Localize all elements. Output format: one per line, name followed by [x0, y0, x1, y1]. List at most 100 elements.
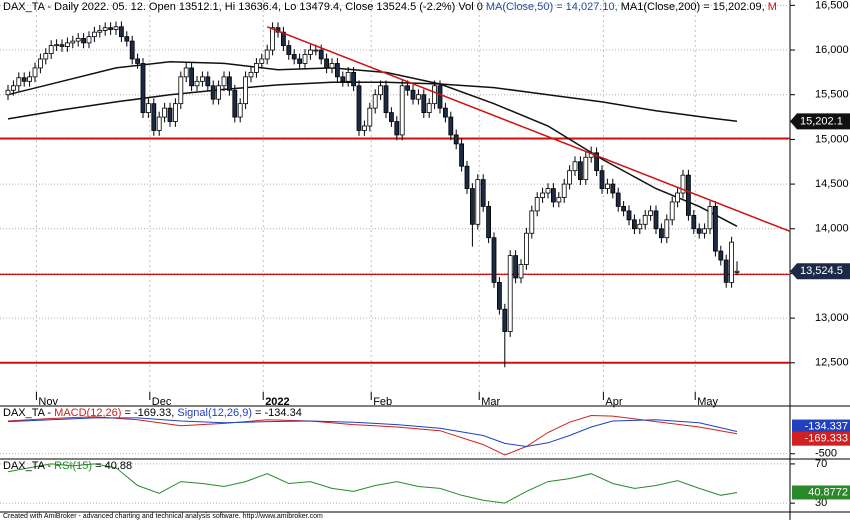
- candle-body: [615, 192, 621, 207]
- y-tick-label: 16,000: [815, 44, 849, 56]
- candle-body: [291, 54, 297, 60]
- candle-body: [594, 152, 599, 172]
- candle-body: [75, 38, 81, 42]
- candle-body: [583, 156, 589, 181]
- candle-body: [21, 77, 27, 82]
- title-part: = 40.88: [92, 460, 132, 472]
- trendline: [266, 26, 790, 233]
- y-tick-label: 12,500: [815, 357, 849, 369]
- candle-body: [307, 49, 313, 55]
- candle-body: [199, 76, 205, 82]
- candle-body: [16, 77, 22, 87]
- candle-body: [545, 188, 551, 194]
- candle-body: [702, 228, 707, 234]
- candle-body: [491, 237, 497, 283]
- candle-body: [113, 26, 119, 30]
- candle-body: [221, 76, 227, 87]
- candle-body: [426, 103, 432, 113]
- price-badge-label: 15,202.1: [800, 115, 843, 127]
- candle-body: [394, 121, 400, 136]
- candle-body: [81, 38, 86, 44]
- candle-body: [469, 188, 475, 225]
- candle-body: [54, 44, 59, 47]
- candle-body: [453, 134, 459, 145]
- candle-body: [605, 183, 610, 189]
- candle-body: [286, 45, 292, 55]
- candle-body: [194, 80, 200, 87]
- candle-body: [621, 206, 626, 212]
- candle-body: [97, 29, 103, 33]
- y-tick-label: -500: [815, 448, 837, 460]
- candle-body: [529, 210, 535, 234]
- x-tick-label: Nov: [38, 396, 58, 408]
- candle-body: [713, 206, 718, 252]
- candle-body: [432, 85, 438, 105]
- candle-body: [421, 94, 427, 113]
- candle-body: [329, 63, 335, 69]
- x-tick-label: Apr: [605, 396, 622, 408]
- candle-body: [167, 107, 173, 122]
- candle-body: [38, 58, 43, 69]
- candle-body: [361, 125, 367, 131]
- candle-body: [534, 197, 540, 212]
- candle-body: [124, 36, 130, 42]
- title-part: DAX_TA -: [3, 407, 54, 419]
- title-part: = -134.34: [252, 407, 302, 419]
- value-badge: [792, 431, 850, 446]
- candle-body: [43, 53, 49, 60]
- indicator-line: [7, 463, 738, 504]
- price-panel: [0, 0, 790, 395]
- x-tick-label: 2022: [265, 396, 289, 408]
- candle-body: [243, 76, 249, 105]
- candle-body: [459, 143, 465, 167]
- candle-body: [119, 26, 124, 38]
- candle-body: [486, 206, 492, 239]
- candle-body: [65, 42, 70, 47]
- candle-body: [102, 27, 108, 31]
- candle-body: [610, 183, 616, 194]
- y-tick-label: 13,000: [815, 312, 849, 324]
- candle-body: [210, 85, 216, 100]
- candle-body: [442, 107, 448, 118]
- candle-body: [156, 116, 162, 131]
- candle-body: [27, 76, 33, 82]
- candle-body: [578, 161, 583, 181]
- candle-body: [378, 85, 384, 96]
- candle-body: [253, 63, 259, 73]
- candle-body: [691, 214, 697, 230]
- candle-body: [178, 76, 184, 105]
- y-tick-label: 70: [815, 458, 827, 470]
- candle-body: [367, 107, 373, 127]
- y-tick-label: 14,000: [815, 223, 849, 235]
- candle-body: [686, 174, 691, 216]
- price-badge: [790, 113, 850, 130]
- title-part: RSI(15): [54, 460, 92, 472]
- candle-body: [718, 250, 724, 261]
- candle-body: [729, 241, 734, 283]
- candle-body: [642, 214, 648, 225]
- candle-body: [183, 67, 189, 78]
- indicator-line: [7, 414, 738, 456]
- y-tick-label: 30: [815, 497, 827, 509]
- candle-body: [388, 112, 394, 122]
- candle-body: [383, 85, 389, 113]
- candle-body: [572, 161, 578, 172]
- x-tick-label: May: [697, 396, 718, 408]
- candle-body: [696, 228, 702, 234]
- candle-body: [140, 63, 146, 113]
- candle-body: [205, 76, 211, 87]
- candle-body: [659, 228, 664, 239]
- title-part: MA(Close,50) = 14,027.10,: [486, 1, 621, 13]
- candle-body: [216, 85, 222, 100]
- candle-body: [410, 89, 416, 100]
- candle-body: [59, 44, 65, 47]
- value-badge: [792, 485, 850, 500]
- x-tick-label: Feb: [373, 396, 392, 408]
- candle-body: [502, 308, 508, 332]
- candle-body: [248, 71, 254, 78]
- panel-title: DAX_TA - RSI(15) = 40.88: [3, 460, 132, 472]
- candle-body: [437, 85, 443, 109]
- candle-body: [129, 40, 135, 60]
- x-tick-label: Dec: [152, 396, 172, 408]
- candle-body: [302, 54, 308, 64]
